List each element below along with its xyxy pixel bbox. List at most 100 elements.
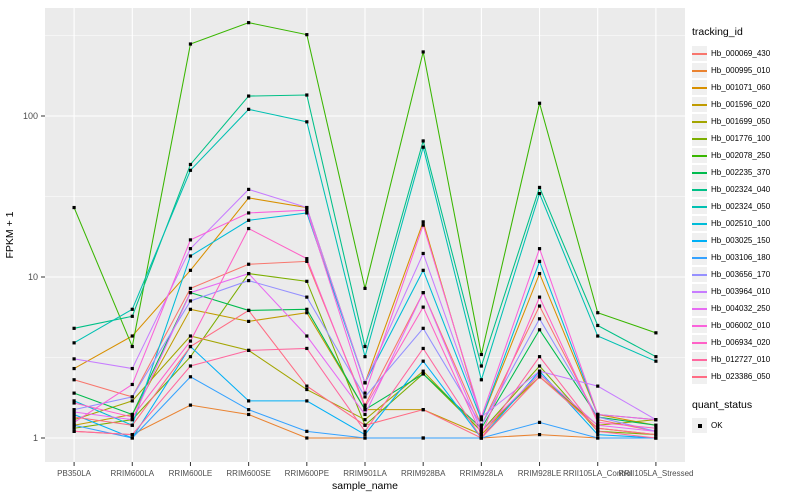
data-point [654,426,658,430]
data-point [72,410,76,414]
legend-entry-Hb_006002_010: Hb_006002_010 [692,317,798,334]
data-point [247,308,251,313]
data-point [596,420,600,424]
legend-entry-Hb_003025_150: Hb_003025_150 [692,232,798,249]
data-point [421,436,425,440]
data-point [363,403,367,407]
legend-line-icon [692,290,707,293]
legend-label: Hb_001699_050 [711,117,771,126]
data-point [654,355,658,359]
legend-entry-Hb_001596_020: Hb_001596_020 [692,96,798,113]
data-point [72,357,76,361]
data-point [363,423,367,427]
legend-label: Hb_003964_010 [711,287,771,296]
legend-label: Hb_001776_100 [711,134,771,143]
data-point [188,307,193,311]
data-point [596,334,600,338]
x-tick-label: RRIM600LA [110,469,154,478]
legend-key [692,267,707,282]
legend-line-icon [692,239,707,242]
legend-label: Hb_023386_050 [711,372,771,381]
x-tick-label: RRII105LA_Stressed [618,469,693,478]
data-point [537,375,542,379]
legend-line-icon [692,103,707,106]
legend-entry-Hb_002510_100: Hb_002510_100 [692,215,798,232]
legend-entry-Hb_006934_020: Hb_006934_020 [692,334,798,351]
data-point [479,352,483,357]
legend-label: Hb_003656_170 [711,270,771,279]
data-point [247,187,251,192]
data-point [247,412,251,417]
data-point [421,408,425,412]
legend-label: Hb_000995_010 [711,66,771,75]
legend-line-icon [692,375,707,378]
data-point [188,162,193,167]
data-point [130,418,134,422]
quant-status-label: OK [711,421,723,430]
data-point [421,369,425,373]
data-point [130,436,134,440]
data-point [305,257,309,261]
data-point [596,384,600,388]
data-point [247,348,251,353]
data-point [72,429,76,433]
legend-entry-Hb_004032_250: Hb_004032_250 [692,300,798,317]
legend-key [692,318,707,333]
data-point [247,278,251,283]
data-point [305,208,309,212]
data-point [188,238,193,242]
data-point [654,359,658,363]
legend: tracking_id Hb_000069_430 Hb_000995_010 Hb… [692,26,798,434]
x-tick-label: RRIM600PE [285,469,329,478]
y-tick-label: 10 [28,272,38,282]
data-point [305,205,309,210]
data-point [305,93,309,97]
y-tick-label: 100 [23,111,38,121]
data-point [537,304,542,308]
data-point [363,405,367,409]
legend-line-icon [692,188,707,191]
data-point [537,369,542,373]
quant-status-key [692,418,707,433]
data-point [188,254,193,258]
data-point [188,403,193,407]
data-point [537,420,542,424]
data-point [247,262,251,266]
legend-key [692,63,707,78]
data-point [188,291,193,295]
data-point [479,415,483,419]
data-point [537,295,542,299]
data-point [305,307,309,311]
legend-label: Hb_002324_040 [711,185,771,194]
legend-entry-Hb_000069_430: Hb_000069_430 [692,45,798,62]
data-point [188,286,193,290]
x-tick-label: RRIM901LA [343,469,387,478]
data-point [596,423,600,427]
data-point [188,42,193,46]
data-point [596,311,600,315]
data-point [479,378,483,382]
legend-line-icon [692,273,707,276]
legend-key [692,165,707,180]
data-point [596,418,600,422]
legend-key [692,250,707,265]
data-point [305,436,309,440]
data-point [596,412,600,417]
legend-line-icon [692,307,707,310]
legend-key [692,97,707,112]
data-point [305,346,309,351]
data-point [305,334,309,338]
legend-label: Hb_006002_010 [711,321,771,330]
data-point [247,226,251,231]
data-point [130,415,134,419]
x-tick-label: RRIM928BA [401,469,446,478]
data-point [654,429,658,433]
data-point [596,436,600,440]
legend-label: Hb_003106_180 [711,253,771,262]
data-point [421,359,425,363]
data-point [130,344,134,349]
data-point [363,418,367,422]
data-point [596,323,600,328]
data-point [421,139,425,143]
